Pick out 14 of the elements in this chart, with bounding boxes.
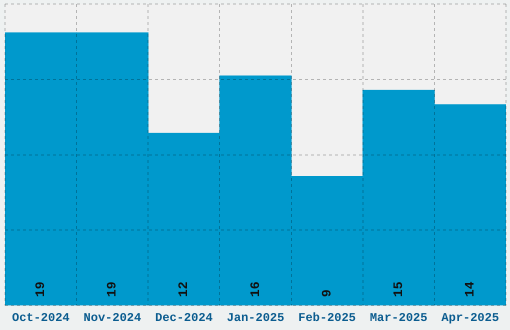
x-tick-label: Oct-2024 [12,310,70,325]
x-tick-label: Jan-2025 [226,310,284,325]
data-label: 14 [462,281,478,298]
data-label: 19 [104,281,120,298]
x-tick-label: Feb-2025 [298,310,356,325]
x-tick-label: Mar-2025 [370,310,428,325]
x-tick-label: Nov-2024 [84,310,142,325]
data-label: 12 [176,281,192,298]
x-tick-label: Apr-2025 [441,310,500,325]
data-label: 19 [33,281,48,298]
data-label: 9 [319,289,334,298]
data-label: 15 [390,281,406,298]
data-label: 16 [248,281,263,298]
x-tick-label: Dec-2024 [155,310,213,325]
